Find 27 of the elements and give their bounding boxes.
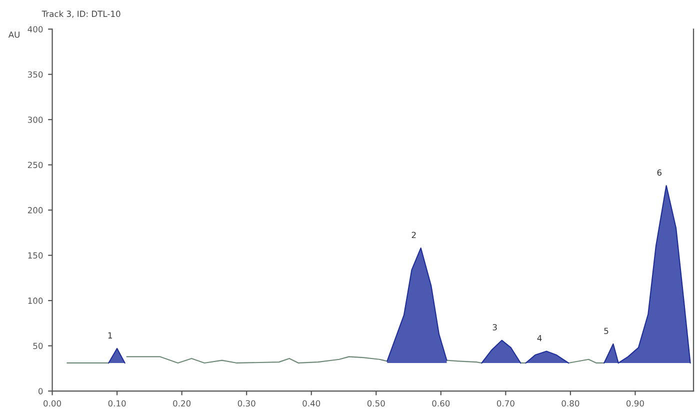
- y-tick-label: 300: [28, 116, 43, 123]
- y-tick-label: 50: [33, 342, 43, 350]
- x-tick-label: 0.90: [626, 400, 644, 407]
- annotation: 3: [492, 324, 497, 330]
- x-tick-label: 0.60: [432, 400, 450, 407]
- chart-title: Track 3, ID: DTL-10: [42, 10, 120, 18]
- y-tick-label: 0: [38, 388, 43, 394]
- x-tick-label: 0.10: [108, 400, 126, 407]
- x-tick-label: 0.50: [367, 400, 385, 407]
- annotation: 5: [604, 328, 608, 334]
- annotation: 1: [108, 332, 112, 338]
- x-tick-label: 0.20: [173, 400, 191, 407]
- y-tick-label: 400: [28, 26, 43, 32]
- x-tick-label: 0.80: [562, 400, 580, 407]
- y-tick-label: 200: [28, 207, 43, 214]
- y-tick-label: 100: [28, 298, 43, 304]
- x-tick-label: 0.00: [44, 400, 61, 407]
- y-axis-title: AU: [8, 32, 20, 38]
- y-tick-label: 150: [28, 252, 43, 259]
- x-tick-label: 0.70: [496, 400, 514, 407]
- annotation: 2: [412, 232, 416, 238]
- y-tick-label: 350: [28, 71, 43, 78]
- y-tick-label: 250: [28, 162, 43, 168]
- annotation: 4: [537, 335, 542, 342]
- x-tick-label: 0.30: [238, 400, 256, 407]
- x-tick-label: 0.40: [302, 400, 320, 407]
- annotation: 6: [657, 169, 662, 176]
